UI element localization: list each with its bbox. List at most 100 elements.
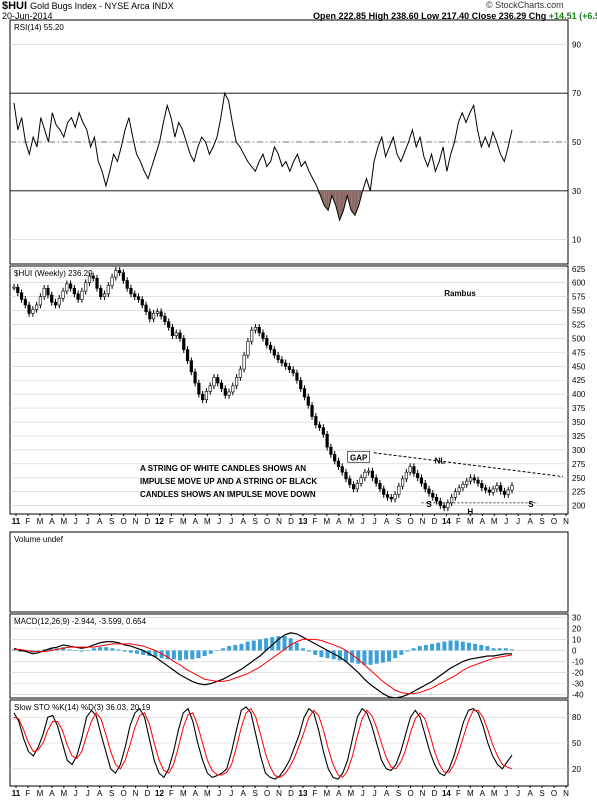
y-tick-price: 400 [572,390,586,399]
macd-histogram-bar [134,650,139,654]
price-candle-black [389,496,393,500]
macd-histogram-bar [153,650,158,658]
price-candle-black [261,332,265,339]
price-candle-white [359,477,363,484]
x-tick-stoch: O [407,789,413,798]
price-candle-white [212,377,216,387]
price-candle-white [57,298,61,306]
x-tick-stoch: J [373,789,377,798]
price-candle-black [480,483,484,489]
x-tick-price: S [396,517,401,526]
macd-histogram-bar [165,650,170,660]
x-tick-stoch: A [384,789,390,798]
price-candle-black [476,479,480,484]
x-tick-price: J [74,517,78,526]
x-tick-price: M [467,517,474,526]
panel-frames [9,19,569,787]
price-candle-black [291,369,295,374]
price-candle-black [197,382,201,395]
price-candle-black [370,470,375,479]
macd-histogram-bar [350,650,355,663]
gridlines [10,44,568,788]
price-candle-white [174,332,178,336]
price-candle-white [110,276,114,286]
x-tick-price: S [539,517,544,526]
chg-label: Chg [528,11,547,21]
y-tick-macd: 30 [572,613,581,622]
price-candle-black [382,488,386,495]
price-candle-black [193,371,197,384]
macd-histogram-bar [214,650,219,651]
price-candle-white [393,494,397,500]
macd-histogram-bar [202,650,207,656]
price-candle-black [185,349,190,362]
price-candle-black [170,327,175,336]
price-candle-black [431,493,435,498]
price-candle-white [227,391,231,396]
price-candle-white [231,385,235,393]
x-tick-price: A [49,517,55,526]
x-tick-stoch: S [252,789,257,798]
y-tick-stoch: 20 [572,765,581,774]
x-tick-price: F [456,517,461,526]
price-candle-white [355,483,359,490]
y-tick-price: 575 [572,293,586,302]
price-candle-black [257,327,261,334]
macd-histogram-bar [276,636,281,651]
macd-histogram-bar [245,641,250,651]
macd-line [13,632,512,699]
x-tick-price: O [407,517,413,526]
x-tick-stoch: O [120,789,126,798]
x-tick-price: A [480,517,486,526]
price-candle-black [265,338,269,346]
macd-histogram-bar [411,648,416,651]
y-tick-macd: 10 [572,635,581,644]
price-candle-white [238,368,242,378]
x-tick-price: M [204,517,211,526]
x-tick-price: A [193,517,199,526]
x-tick-price: J [361,517,365,526]
price-candle-white [363,471,367,479]
panel-frame-price [9,265,569,515]
price-candle-white [242,354,246,370]
price-candle-black [125,280,129,289]
macd-histogram-bar [454,640,459,651]
x-tick-stoch: N [276,789,282,798]
macd-histogram-bar [485,646,490,651]
macd-histogram-bar [325,650,330,659]
rsi-oversold-fill [354,190,359,216]
price-candle-black [374,477,378,484]
price-candle-black [438,500,442,506]
macd-histogram-bar [184,650,189,660]
price-candle-black [144,304,148,312]
price-candle-black [272,349,276,356]
price-candle-black [310,405,314,417]
y-tick-price: 450 [572,362,586,371]
price-candle-black [487,489,491,493]
price-candle-white [400,478,405,487]
price-candle-black [46,287,50,296]
x-tick-price: M [324,517,331,526]
rsi-oversold-fill [351,190,355,216]
price-candle-black [95,277,99,289]
y-tick-stoch: 50 [572,739,581,748]
price-candle-white [367,470,371,473]
x-tick-price: O [120,517,126,526]
x-tick-price: O [551,517,557,526]
y-tick-price: 500 [572,334,586,343]
price-candle-black [182,338,186,350]
macd-histogram-bar [423,644,428,651]
x-tick-stoch: 11 [12,789,21,798]
macd-histogram-bar [67,649,72,651]
price-candle-black [27,304,31,314]
price-candle-white [446,502,450,509]
macd-histogram-bar [300,648,305,651]
x-tick-stoch: M [324,789,331,798]
macd-histogram-bar [196,650,201,659]
x-tick-stoch: 13 [299,789,308,798]
price-candle-black [317,424,322,428]
x-tick-price: M [180,517,187,526]
x-tick-stoch: J [504,789,508,798]
x-tick-price: A [97,517,103,526]
price-candle-black [189,360,193,373]
